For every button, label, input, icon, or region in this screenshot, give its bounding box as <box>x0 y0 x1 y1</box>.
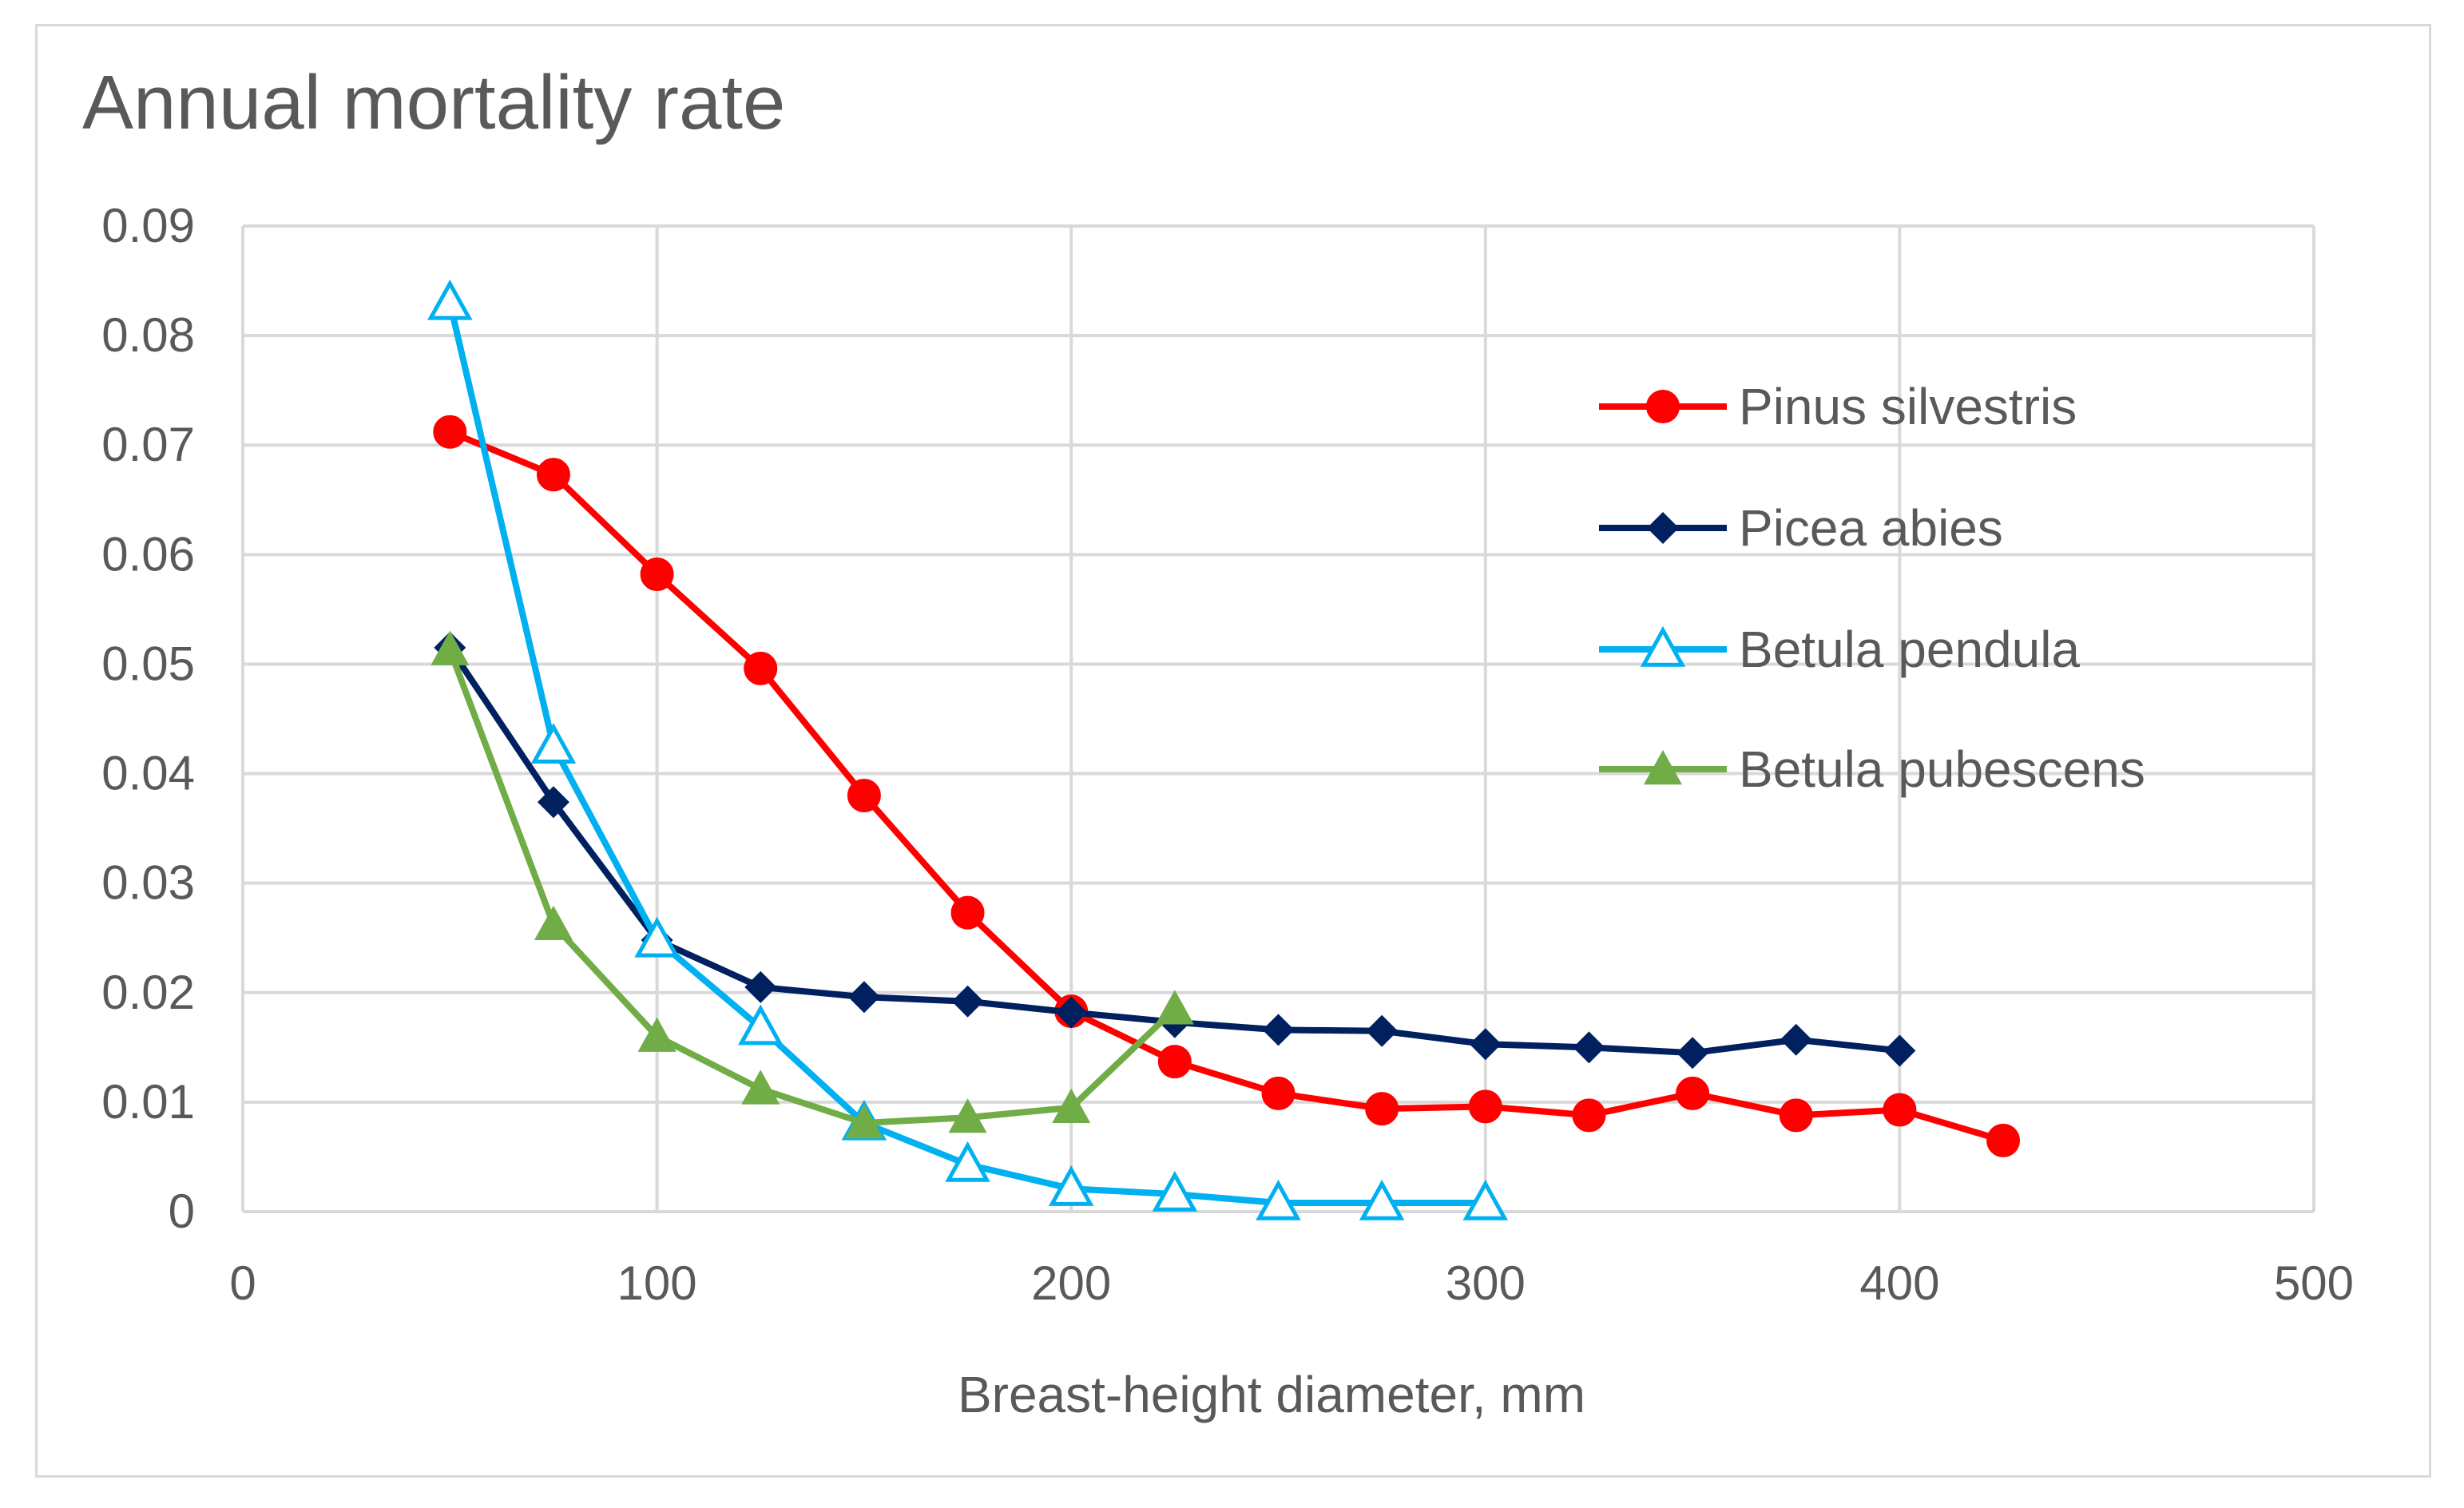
y-tick-label: 0.05 <box>101 637 195 690</box>
data-point <box>1359 1179 1405 1220</box>
legend-item-pinus-silvestris: Pinus silvestris <box>1599 378 2077 435</box>
legend-marker <box>1646 390 1680 423</box>
data-point <box>1155 990 1194 1025</box>
data-point <box>741 1069 780 1105</box>
series-line <box>448 429 2005 1144</box>
data-point <box>847 778 881 812</box>
data-point <box>1779 1098 1813 1133</box>
data-point <box>1468 1089 1502 1124</box>
legend-label: Betula pendula <box>1739 621 2080 678</box>
x-tick-label: 500 <box>2274 1256 2354 1310</box>
y-tick-label: 0.02 <box>101 966 195 1019</box>
legend-marker <box>1644 750 1682 785</box>
series-betula-pubescens <box>431 630 1194 1139</box>
legend-label: Picea abies <box>1739 499 2003 557</box>
data-point <box>1780 1023 1812 1056</box>
x-tick-label: 300 <box>1446 1256 1526 1310</box>
data-point <box>433 415 467 449</box>
y-axis-tick-labels: 0 0.01 0.02 0.03 0.04 0.05 0.06 0.07 0.08 0.09 <box>101 199 195 1238</box>
data-point <box>634 916 680 958</box>
y-tick-label: 0.03 <box>101 856 195 910</box>
series-pinus-silvestris <box>433 415 2021 1157</box>
data-point <box>847 981 880 1014</box>
data-point <box>1157 1045 1192 1079</box>
legend-marker <box>1647 512 1679 544</box>
data-point <box>1883 1034 1916 1067</box>
data-point <box>744 651 778 685</box>
x-tick-label: 200 <box>1031 1256 1111 1310</box>
data-point <box>1883 1093 1917 1127</box>
data-point <box>1052 1088 1091 1123</box>
data-point <box>1462 1179 1509 1220</box>
data-point <box>948 1098 987 1133</box>
data-point <box>950 895 985 930</box>
y-tick-label: 0.08 <box>101 308 195 362</box>
data-point <box>536 458 570 492</box>
y-tick-label: 0 <box>169 1185 195 1238</box>
data-point <box>637 1017 677 1052</box>
data-point <box>1573 1031 1605 1064</box>
x-axis-tick-labels: 0 100 200 300 400 500 <box>229 1256 2354 1310</box>
y-tick-label: 0.09 <box>101 199 195 252</box>
data-point <box>1986 1123 2021 1157</box>
data-point <box>431 630 470 665</box>
data-point <box>1261 1076 1295 1110</box>
data-point <box>945 1141 990 1182</box>
data-point <box>537 786 569 819</box>
legend-item-picea-abies: Picea abies <box>1599 499 2003 557</box>
data-point <box>1572 1098 1606 1133</box>
data-point <box>1366 1014 1399 1047</box>
legend-marker <box>1640 625 1686 667</box>
data-point <box>738 1004 784 1046</box>
y-tick-label: 0.01 <box>101 1075 195 1129</box>
data-point <box>1262 1014 1295 1046</box>
x-tick-label: 0 <box>229 1256 256 1310</box>
data-point <box>744 970 777 1003</box>
data-point <box>530 723 577 764</box>
grid-lines <box>241 224 2315 1213</box>
chart-frame: Annual mortality rate 0 0.01 0.02 0.03 0.04 0… <box>35 24 2431 1478</box>
legend-item-betula-pendula: Betula pendula <box>1599 621 2080 678</box>
data-point <box>844 1103 883 1139</box>
chart-svg: Annual mortality rate 00.010.020.030.040… <box>82 60 2354 1423</box>
series-line <box>446 302 1486 1207</box>
data-point <box>1256 1179 1301 1220</box>
data-point <box>1365 1092 1399 1126</box>
legend-label: Betula pubescens <box>1739 740 2145 798</box>
legend-label: Pinus silvestris <box>1739 378 2077 435</box>
x-axis-title: Breast-height diameter, mm <box>958 1366 1585 1423</box>
y-tick-label: 0.04 <box>101 747 195 800</box>
legend: Pinus silvestris Picea abies Betula pendul… <box>1599 378 2145 798</box>
data-point <box>1469 1028 1502 1061</box>
data-point <box>1048 1165 1094 1206</box>
legend-item-betula-pubescens: Betula pubescens <box>1599 740 2145 798</box>
data-point <box>1676 1037 1709 1069</box>
x-tick-label: 100 <box>617 1256 697 1310</box>
data-point <box>1676 1076 1710 1110</box>
chart-title: Annual mortality rate <box>82 60 785 145</box>
series-line <box>446 649 1177 1126</box>
series-betula-pendula <box>427 279 1509 1220</box>
data-point <box>427 279 473 320</box>
x-tick-label: 400 <box>1859 1256 1939 1310</box>
data-point <box>951 985 984 1018</box>
y-tick-label: 0.07 <box>101 418 195 471</box>
data-point <box>534 905 573 940</box>
data-point <box>640 558 674 592</box>
data-point <box>1152 1170 1198 1212</box>
y-tick-label: 0.06 <box>101 527 195 581</box>
data-point <box>1055 996 1088 1029</box>
data-series <box>427 279 2021 1220</box>
